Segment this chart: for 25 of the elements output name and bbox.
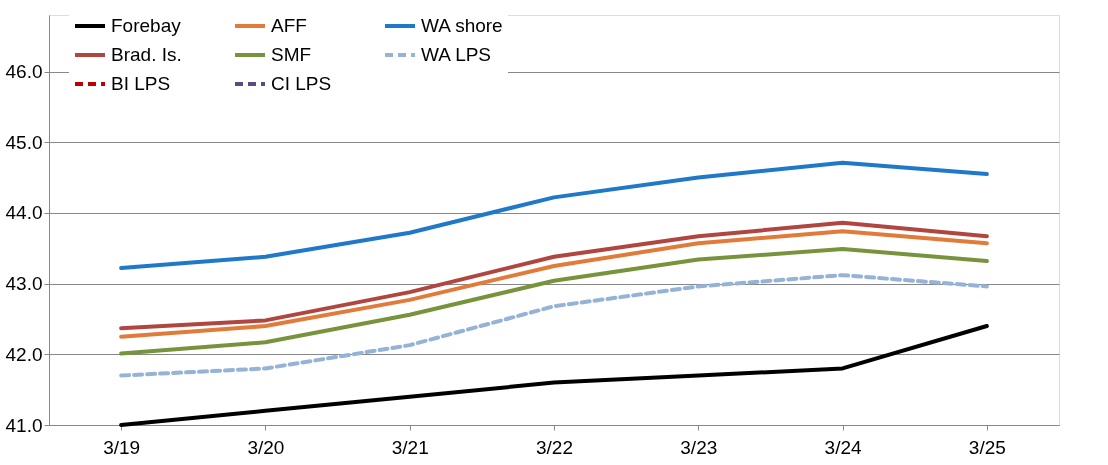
y-tick-label: 41.0	[5, 414, 43, 436]
legend-label: AFF	[271, 15, 307, 36]
legend-label: CI LPS	[271, 73, 332, 94]
line-series	[119, 273, 989, 378]
y-tick-label: 45.0	[5, 131, 43, 153]
legend-label: BI LPS	[111, 73, 171, 94]
x-tick-label: 3/19	[103, 436, 141, 458]
legend-label: Forebay	[111, 15, 182, 36]
y-tick-label: 46.0	[5, 61, 43, 83]
x-tick-label: 3/21	[391, 436, 429, 458]
x-tick-label: 3/25	[968, 436, 1006, 458]
legend-label: WA shore	[421, 15, 503, 36]
y-tick-label: 42.0	[5, 343, 43, 365]
legend-label: Brad. Is.	[111, 44, 182, 65]
x-tick-label: 3/23	[680, 436, 718, 458]
legend-label: SMF	[271, 44, 312, 65]
x-tick-label: 3/24	[824, 436, 862, 458]
legend-label: WA LPS	[421, 44, 492, 65]
line-series	[119, 160, 989, 271]
x-tick-label: 3/20	[247, 436, 285, 458]
y-tick-label: 43.0	[5, 273, 43, 295]
y-tick-label: 44.0	[5, 202, 43, 224]
line-series	[119, 246, 989, 356]
line-series	[119, 324, 989, 427]
x-tick-label: 3/22	[536, 436, 573, 458]
